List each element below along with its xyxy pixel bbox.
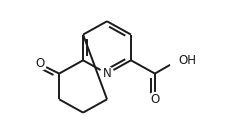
Text: OH: OH bbox=[177, 54, 195, 67]
Text: N: N bbox=[102, 67, 111, 80]
Text: O: O bbox=[35, 57, 44, 70]
Circle shape bbox=[147, 93, 161, 106]
Text: O: O bbox=[150, 93, 159, 106]
Circle shape bbox=[33, 57, 46, 71]
Circle shape bbox=[100, 67, 113, 80]
Circle shape bbox=[169, 52, 186, 69]
